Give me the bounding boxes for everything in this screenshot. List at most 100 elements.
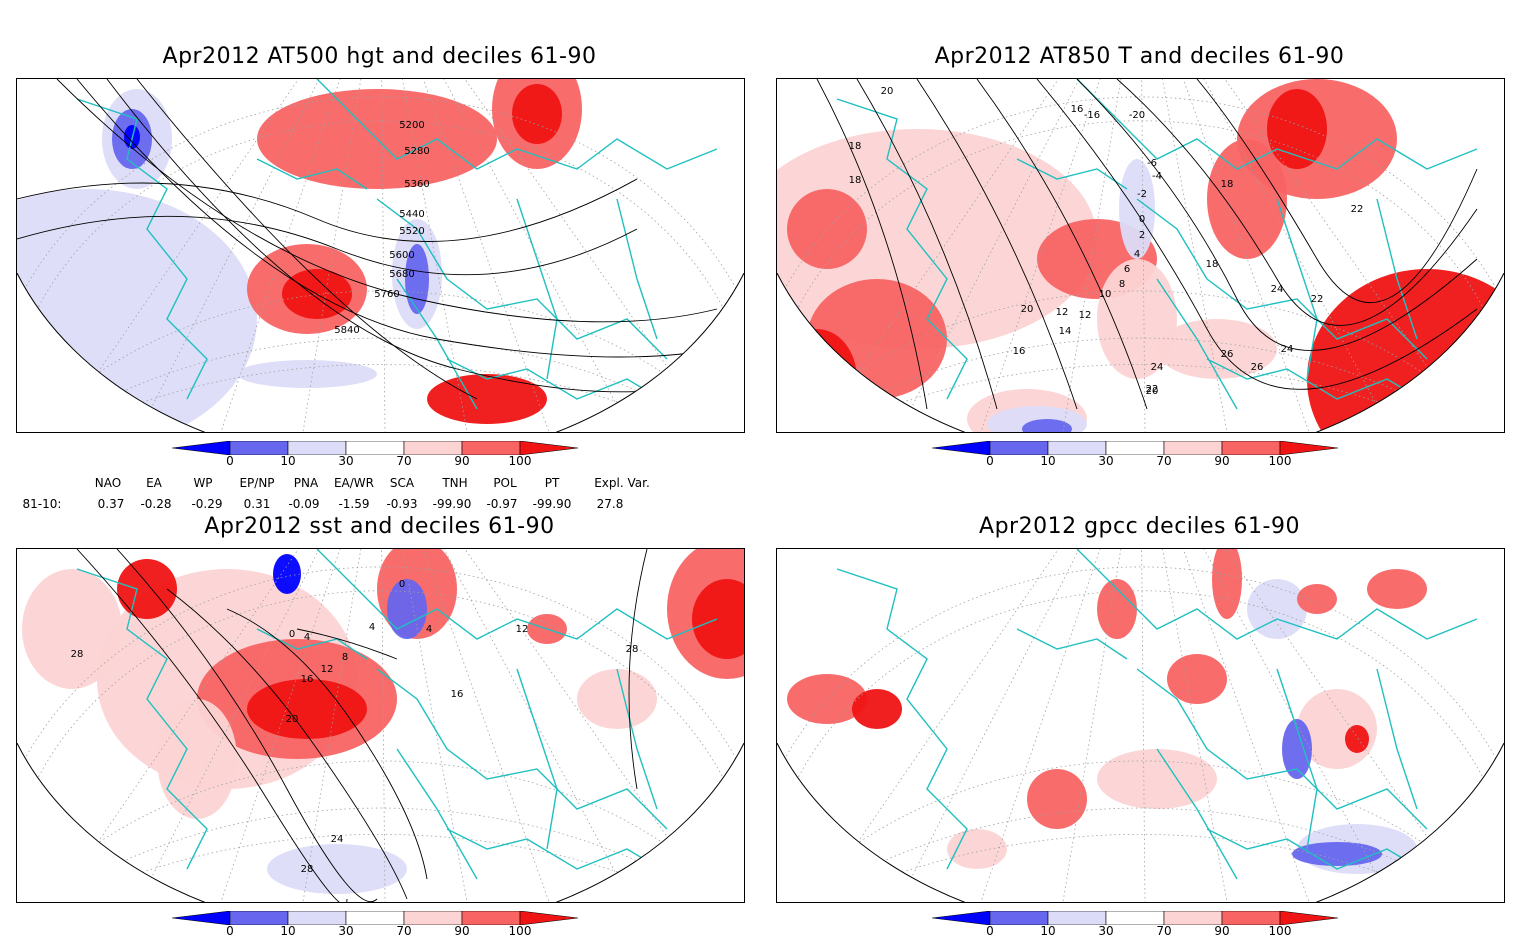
contour-label: 4	[426, 624, 432, 635]
contour-label: 22	[1311, 294, 1324, 305]
meridian-line	[1140, 549, 1474, 902]
colorbar-tick-label: 10	[1040, 924, 1056, 938]
meridian-line	[380, 79, 632, 432]
colorbar-gpcc: 0 10 30 70 90 100	[931, 910, 1352, 944]
contour-label: 4	[1134, 249, 1140, 260]
svg-text:10: 10	[1099, 289, 1112, 300]
svg-text:26: 26	[1251, 362, 1264, 373]
coastline	[616, 198, 658, 340]
svg-text:14: 14	[1059, 326, 1072, 337]
decile-region	[157, 699, 237, 819]
contour-line	[856, 79, 998, 410]
colorbar-segment	[1047, 910, 1107, 926]
decile-region	[1345, 725, 1369, 753]
contour-label: 0	[289, 629, 295, 640]
colorbar-segment	[931, 440, 991, 456]
colorbar-segment	[989, 910, 1049, 926]
colorbar-tick-label: 30	[338, 454, 354, 468]
colorbar-segment	[461, 910, 521, 926]
contour-label: 28	[301, 864, 314, 875]
contour-label: 22	[1146, 384, 1159, 395]
coastline	[1076, 79, 1478, 170]
contour-label: 12	[1079, 310, 1092, 321]
meridian-line	[816, 79, 1141, 432]
colorbar-tick-label: 90	[1214, 924, 1230, 938]
svg-text:18: 18	[1206, 259, 1219, 270]
latitude-line	[46, 807, 715, 902]
coastline	[1206, 358, 1438, 410]
meridian-line	[898, 549, 1141, 902]
index-header: TNH	[442, 476, 468, 490]
svg-text:4: 4	[426, 624, 432, 635]
latitude-line	[806, 807, 1475, 902]
colorbar-segment	[931, 910, 991, 926]
decile-region	[267, 844, 407, 894]
contour-label: 5840	[334, 325, 359, 336]
decile-region	[117, 559, 177, 619]
decile-region	[273, 554, 301, 594]
contour-label: 24	[331, 834, 344, 845]
colorbar-segment	[519, 910, 579, 926]
colorbar-tick-label: 90	[454, 924, 470, 938]
contour-label: 14	[1059, 326, 1072, 337]
contour-label: 12	[516, 624, 529, 635]
decile-region	[1307, 269, 1504, 432]
latitude-line	[806, 337, 1475, 432]
decile-region	[237, 360, 377, 388]
meridian-line	[138, 79, 381, 432]
svg-text:5840: 5840	[334, 325, 359, 336]
latitude-line	[17, 96, 744, 432]
map-fill-layer: 5200 5280 5360 5440 5520 5600 5680 5760 5840	[17, 79, 744, 432]
coastline	[396, 748, 478, 880]
contour-label: 8	[342, 652, 348, 663]
coastline	[516, 198, 558, 380]
contour-line	[17, 178, 638, 242]
contour-line	[56, 79, 718, 323]
svg-text:12: 12	[516, 624, 529, 635]
index-header: PT	[544, 476, 560, 490]
decile-region	[852, 689, 902, 729]
decile-region	[1282, 719, 1312, 779]
colorbar-segment	[171, 910, 231, 926]
svg-text:18: 18	[849, 175, 862, 186]
colorbar-tick-label: 90	[454, 454, 470, 468]
colorbar-segment	[461, 440, 521, 456]
contour-label: 16	[1071, 104, 1084, 115]
decile-region	[777, 129, 1097, 349]
index-header: EP/NP	[239, 476, 275, 490]
decile-region	[22, 569, 122, 689]
colorbar-tick-label: 30	[1098, 454, 1114, 468]
meridian-line	[380, 79, 468, 432]
colorbar-segment	[287, 910, 347, 926]
colorbar-segment	[1047, 440, 1107, 456]
indices-header-row: NAO EA WP EP/NP PNA EA/WR SCA TNH POL PT…	[0, 476, 760, 492]
latitude-line	[66, 363, 695, 432]
contour-line	[1196, 79, 1478, 303]
contour-label: 24	[1151, 362, 1164, 373]
latitude-line	[826, 833, 1455, 902]
colorbar-tick-label: 0	[986, 454, 994, 468]
contour-label: -16	[1084, 110, 1100, 121]
colorbar-tick-label: 30	[1098, 924, 1114, 938]
colorbar-segment	[403, 910, 463, 926]
contour-label: -6	[1147, 158, 1157, 169]
coastline	[316, 79, 718, 170]
colorbar-tick-label: 10	[280, 924, 296, 938]
svg-text:5680: 5680	[389, 269, 414, 280]
decile-region	[1297, 584, 1337, 614]
contour-label: 24	[1271, 284, 1284, 295]
decile-region	[787, 189, 867, 269]
svg-text:20: 20	[1021, 304, 1034, 315]
colorbar-tick-label: 30	[338, 924, 354, 938]
coastline	[376, 668, 668, 830]
latitude-line	[826, 363, 1455, 432]
index-header: EA	[146, 476, 162, 490]
svg-text:-4: -4	[1152, 171, 1162, 182]
svg-text:24: 24	[1281, 344, 1294, 355]
coastline	[446, 358, 678, 410]
contour-line	[1116, 79, 1478, 326]
coastline	[316, 549, 718, 640]
colorbar-strip	[171, 440, 579, 456]
index-header: EA/WR	[333, 476, 375, 490]
